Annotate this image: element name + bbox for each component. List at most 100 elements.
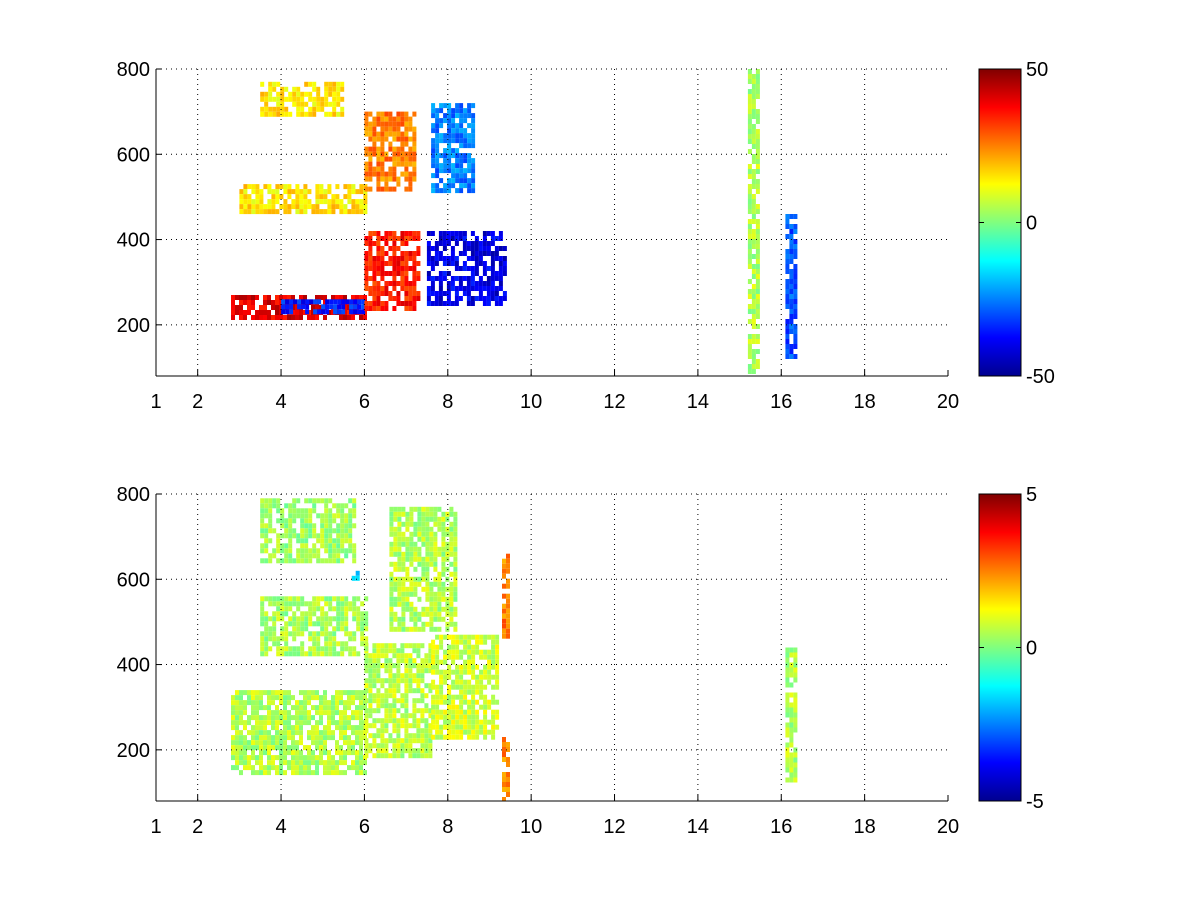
heatmap-cell: [404, 673, 409, 679]
heatmap-cell: [299, 705, 303, 711]
heatmap-cell: [340, 523, 345, 529]
heatmap-cell: [355, 760, 359, 766]
heatmap-cell: [295, 715, 299, 721]
heatmap-cell: [435, 133, 440, 139]
heatmap-cell: [495, 659, 500, 665]
heatmap-cell: [347, 199, 352, 205]
heatmap-cell: [397, 566, 402, 572]
heatmap-cell: [247, 199, 252, 205]
heatmap-cell: [251, 715, 255, 721]
heatmap-cell: [404, 738, 409, 744]
heatmap-cell: [235, 695, 239, 701]
heatmap-cell: [434, 251, 439, 256]
heatmap-cell: [747, 189, 752, 194]
heatmap-cell: [412, 141, 417, 147]
heatmap-cell: [323, 295, 327, 300]
heatmap-cell: [789, 274, 794, 279]
heatmap-cell: [380, 663, 385, 669]
heatmap-cell: [471, 729, 476, 735]
heatmap-cell: [376, 146, 381, 152]
heatmap-cell: [458, 231, 463, 236]
heatmap-cell: [295, 310, 299, 315]
heatmap-cell: [409, 601, 414, 607]
heatmap-cell: [331, 760, 335, 766]
heatmap-cell: [471, 694, 476, 700]
heatmap-cell: [412, 753, 417, 759]
x-tick-label: 6: [359, 391, 370, 413]
heatmap-cell: [446, 281, 451, 286]
heatmap-cell: [467, 153, 472, 159]
heatmap-cell: [384, 708, 389, 714]
heatmap-cell: [368, 166, 373, 172]
heatmap-cell: [413, 531, 418, 537]
heatmap-cell: [388, 648, 393, 654]
heatmap-cell: [446, 256, 451, 261]
heatmap-cell: [458, 286, 463, 291]
heatmap-cell: [327, 760, 331, 766]
heatmap-cell: [471, 719, 476, 725]
heatmap-cell: [789, 667, 794, 673]
heatmap-cell: [380, 266, 385, 271]
heatmap-cell: [404, 161, 409, 167]
heatmap-cell: [416, 231, 421, 236]
heatmap-cell: [793, 264, 798, 269]
heatmap-cell: [389, 581, 394, 587]
heatmap-cell: [400, 266, 405, 271]
heatmap-cell: [400, 653, 405, 659]
heatmap-cell: [380, 236, 385, 241]
heatmap-cell: [747, 109, 752, 114]
heatmap-cell: [755, 209, 760, 214]
heatmap-cell: [431, 158, 436, 164]
heatmap-cell: [336, 601, 341, 607]
heatmap-cell: [413, 616, 418, 622]
heatmap-cell: [443, 679, 448, 685]
heatmap-cell: [368, 186, 373, 192]
x-tick-label: 18: [854, 816, 876, 838]
heatmap-cell: [332, 626, 337, 632]
heatmap-cell: [455, 709, 460, 715]
heatmap-cell: [751, 144, 756, 149]
heatmap-cell: [376, 176, 381, 182]
heatmap-cell: [332, 96, 337, 102]
heatmap-cell: [388, 281, 393, 286]
heatmap-cell: [239, 705, 243, 711]
heatmap-cell: [327, 735, 331, 741]
heatmap-cell: [312, 96, 317, 102]
heatmap-cell: [380, 246, 385, 251]
heatmap-cell: [284, 626, 289, 632]
heatmap-cell: [388, 186, 393, 192]
heatmap-cell: [308, 548, 313, 554]
heatmap-cell: [388, 663, 393, 669]
heatmap-cell: [416, 261, 421, 266]
heatmap-cell: [339, 720, 343, 726]
heatmap-cell: [235, 720, 239, 726]
heatmap-cell: [359, 690, 363, 696]
heatmap-cell: [268, 86, 273, 92]
heatmap-cell: [785, 339, 790, 344]
heatmap-cell: [319, 194, 324, 200]
heatmap-cell: [400, 678, 405, 684]
heatmap-cell: [263, 735, 267, 741]
heatmap-feature: [389, 506, 458, 632]
heatmap-cell: [355, 199, 360, 205]
heatmap-cell: [755, 249, 760, 254]
heatmap-cell: [343, 700, 347, 706]
heatmap-cell: [429, 626, 434, 632]
heatmap-cell: [412, 718, 417, 724]
heatmap-cell: [308, 518, 313, 524]
heatmap-cell: [502, 271, 507, 276]
heatmap-cell: [405, 576, 410, 582]
heatmap-cell: [328, 86, 333, 92]
heatmap-cell: [388, 246, 393, 251]
heatmap-cell: [268, 106, 273, 112]
heatmap-cell: [392, 146, 397, 152]
heatmap-cell: [312, 498, 317, 504]
heatmap-cell: [751, 114, 756, 119]
heatmap-cell: [276, 548, 281, 554]
heatmap-cell: [483, 699, 488, 705]
heatmap-cell: [264, 533, 269, 539]
heatmap-cell: [267, 715, 271, 721]
heatmap-cell: [434, 276, 439, 281]
heatmap-cell: [506, 603, 510, 609]
heatmap-cell: [364, 286, 369, 291]
